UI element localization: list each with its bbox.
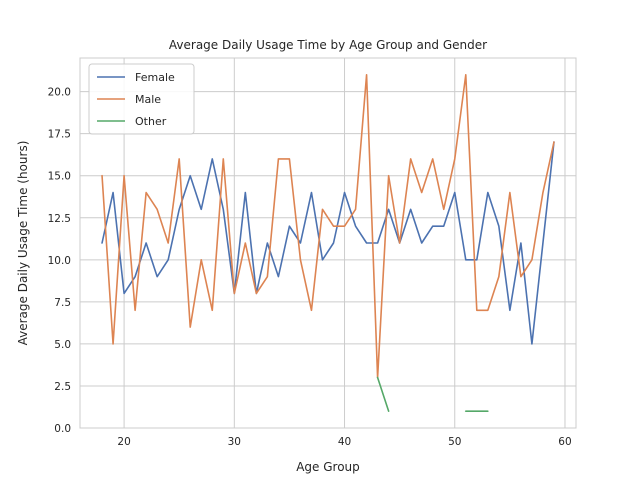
x-tick-label: 30	[228, 436, 241, 448]
y-tick-label: 15.0	[48, 171, 71, 183]
legend-label-other: Other	[135, 115, 167, 128]
tick-labels: 20 30 40 50 60 0.0 2.5 5.0 7.5 10.0 12.5 15.0 17.5 20…	[48, 87, 572, 448]
x-axis-label: Age Group	[296, 460, 360, 474]
x-tick-label: 50	[448, 436, 461, 448]
legend-label-male: Male	[135, 93, 161, 106]
y-tick-label: 17.5	[48, 129, 71, 141]
series-layer	[101, 74, 555, 412]
plot-frame	[79, 57, 577, 429]
y-tick-label: 10.0	[48, 255, 71, 267]
series-line-female	[101, 141, 555, 345]
x-tick-label: 60	[558, 436, 571, 448]
y-axis-label: Average Daily Usage Time (hours)	[16, 141, 30, 346]
y-tick-label: 2.5	[54, 381, 71, 393]
legend-box	[88, 63, 195, 135]
legend-label-female: Female	[135, 71, 175, 84]
y-tick-label: 20.0	[48, 87, 71, 99]
y-tick-label: 7.5	[54, 297, 71, 309]
y-tick-label: 12.5	[48, 213, 71, 225]
chart-title: Average Daily Usage Time by Age Group an…	[169, 38, 487, 52]
x-tick-label: 40	[338, 436, 351, 448]
y-tick-label: 0.0	[54, 423, 71, 435]
series-line-other	[376, 376, 390, 412]
y-tick-label: 5.0	[54, 339, 71, 351]
legend: Female Male Other	[88, 63, 195, 135]
series-line-male	[101, 74, 555, 379]
x-tick-label: 20	[117, 436, 130, 448]
